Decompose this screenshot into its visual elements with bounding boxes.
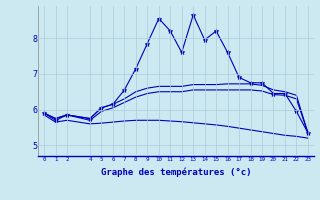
X-axis label: Graphe des températures (°c): Graphe des températures (°c) (101, 168, 251, 177)
